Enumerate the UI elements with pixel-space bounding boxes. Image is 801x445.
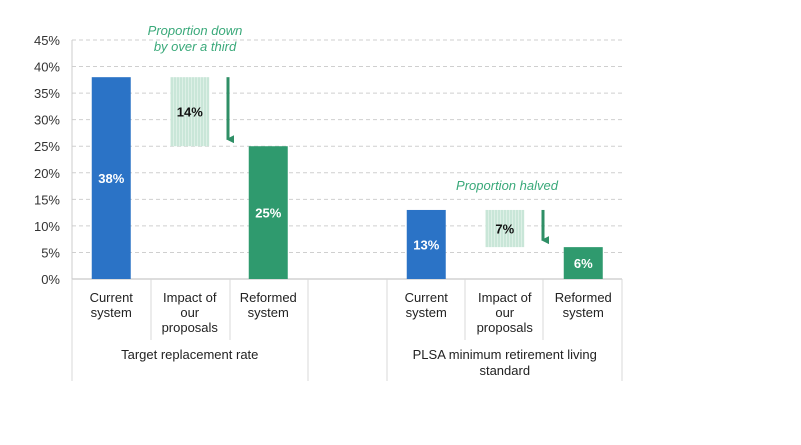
data-label: 13% [413,237,439,252]
bar-impact-of-proposals [485,209,525,248]
bar-current-system [406,209,446,279]
y-tick-label: 35% [34,86,60,101]
x-tick-label: system [91,305,132,320]
data-label: 25% [255,206,281,221]
bar-reformed-system [248,146,288,279]
x-tick-label: proposals [162,320,219,335]
y-tick-label: 45% [34,33,60,48]
data-label: 14% [177,105,203,120]
x-tick-label: Impact of [163,290,217,305]
data-label: 7% [495,222,514,237]
data-label: 6% [574,256,593,271]
y-tick-label: 10% [34,219,60,234]
y-tick-label: 5% [41,245,60,260]
group-label: Target replacement rate [121,347,258,362]
bar-reformed-system [563,247,603,279]
y-tick-label: 30% [34,113,60,128]
group-label: PLSA minimum retirement living [413,347,597,362]
annotation: by over a third [154,39,237,54]
y-tick-label: 25% [34,139,60,154]
bar-current-system [91,77,131,279]
y-tick-label: 15% [34,192,60,207]
x-tick-label: Reformed [240,290,297,305]
group-label: standard [479,363,530,378]
x-tick-label: Reformed [555,290,612,305]
x-tick-label: our [180,305,199,320]
x-tick-label: proposals [477,320,534,335]
x-tick-label: Current [405,290,449,305]
x-tick-label: Current [90,290,134,305]
x-tick-label: system [248,305,289,320]
bar-impact-of-proposals [170,77,210,147]
y-tick-label: 20% [34,166,60,181]
y-tick-label: 0% [41,272,60,287]
x-tick-label: Impact of [478,290,532,305]
x-tick-label: system [563,305,604,320]
x-tick-label: system [406,305,447,320]
x-tick-label: our [495,305,514,320]
y-tick-label: 40% [34,60,60,75]
data-label: 38% [98,171,124,186]
annotation: Proportion halved [456,178,559,193]
annotation: Proportion down [148,23,243,38]
